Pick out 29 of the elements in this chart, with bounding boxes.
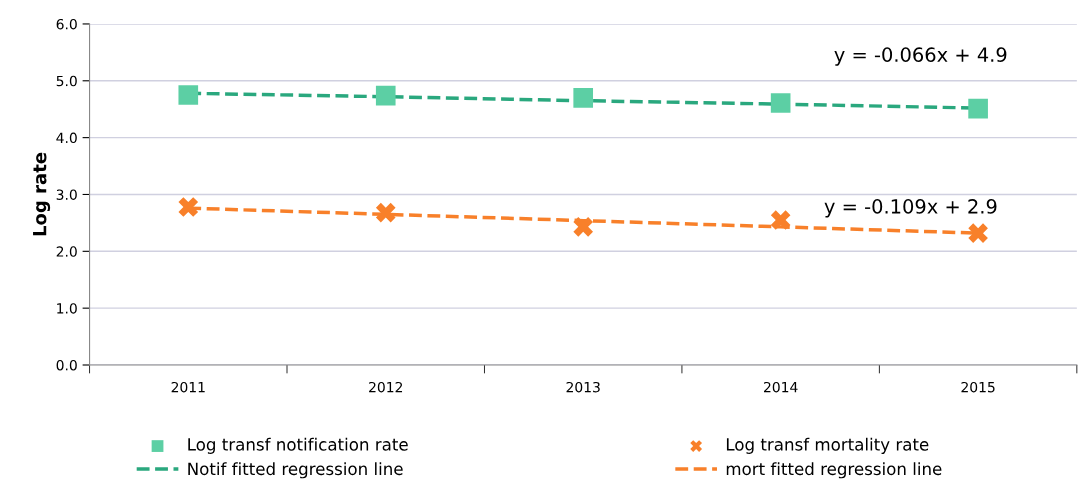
point [770, 93, 791, 113]
x-tick-label: 2011 [171, 381, 205, 393]
y-tick-label: 4.0 [56, 132, 77, 144]
point [375, 85, 396, 106]
legend-label: Log transf notification rate [188, 437, 408, 454]
y-tick-label: 5.0 [56, 75, 77, 87]
annotation: y = -0.109x + 2.9 [824, 199, 997, 218]
legend-label: mort fitted regression line [726, 462, 942, 479]
annotation: y = -0.066x + 4.9 [834, 47, 1007, 66]
point [968, 223, 988, 243]
legend-label: Notif fitted regression line [188, 462, 403, 479]
point [375, 202, 396, 223]
point [968, 98, 988, 119]
x-tick-label: 2012 [369, 381, 403, 393]
x-tick-label: 2014 [764, 381, 798, 393]
y-tick-label: 3.0 [56, 189, 77, 200]
point [573, 88, 594, 108]
legend-label: Log transf mortality rate [726, 437, 929, 454]
x-tick-label: 2015 [961, 381, 995, 393]
point [573, 217, 594, 237]
point [178, 85, 199, 105]
y-axis-title: Log rate [33, 152, 51, 236]
x-tick-label: 2013 [566, 381, 600, 393]
point [770, 210, 791, 230]
y-tick-label: 0.0 [56, 359, 77, 371]
y-tick-label: 6.0 [56, 18, 77, 30]
y-tick-label: 1.0 [57, 303, 77, 314]
point [178, 197, 199, 217]
y-tick-label: 2.0 [56, 246, 77, 257]
